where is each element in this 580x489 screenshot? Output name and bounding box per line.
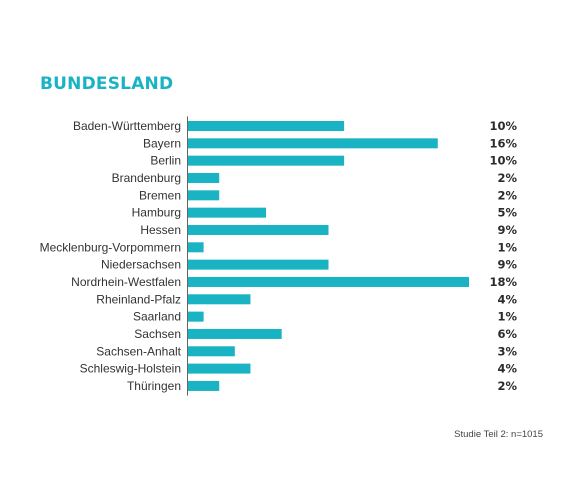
category-label: Hessen xyxy=(140,223,181,237)
bar xyxy=(188,276,469,287)
bar xyxy=(188,190,220,201)
bar xyxy=(188,380,220,391)
bar xyxy=(188,172,220,183)
value-label: 1% xyxy=(497,310,517,324)
category-label: Bremen xyxy=(139,188,181,202)
category-label: Sachsen xyxy=(134,327,181,341)
value-label: 4% xyxy=(497,292,517,306)
category-label: Rheinland-Pfalz xyxy=(96,292,181,306)
value-label: 10% xyxy=(489,119,517,133)
category-label: Baden-Württemberg xyxy=(73,119,181,133)
bar xyxy=(188,328,282,339)
value-label: 18% xyxy=(489,275,517,289)
category-label: Berlin xyxy=(150,154,181,168)
bar xyxy=(188,155,345,166)
category-label: Nordrhein-Westfalen xyxy=(71,275,181,289)
footnote: Studie Teil 2: n=1015 xyxy=(454,429,543,440)
value-label: 6% xyxy=(497,327,517,341)
value-label: 2% xyxy=(497,188,517,202)
value-label: 4% xyxy=(497,362,517,376)
category-label: Thüringen xyxy=(127,379,181,393)
chart-title: BUNDESLAND xyxy=(40,74,174,94)
value-label: 16% xyxy=(489,136,517,150)
bar xyxy=(188,242,204,253)
bar xyxy=(188,259,329,270)
category-label: Sachsen-Anhalt xyxy=(96,344,181,358)
category-label: Niedersachsen xyxy=(101,258,181,272)
category-label: Schleswig-Holstein xyxy=(80,362,181,376)
category-label: Mecklenburg-Vorpommern xyxy=(40,240,181,254)
value-label: 9% xyxy=(497,223,517,237)
value-label: 2% xyxy=(497,171,517,185)
bar xyxy=(188,294,251,305)
value-label: 9% xyxy=(497,258,517,272)
bar xyxy=(188,224,329,235)
value-label: 1% xyxy=(497,240,517,254)
value-label: 10% xyxy=(489,154,517,168)
bars xyxy=(188,121,469,391)
bar xyxy=(188,121,345,131)
bar xyxy=(188,346,235,357)
category-label: Saarland xyxy=(133,310,181,324)
bar xyxy=(188,363,251,374)
category-label: Brandenburg xyxy=(112,171,181,185)
value-label: 5% xyxy=(497,206,517,220)
category-label: Hamburg xyxy=(132,206,181,220)
value-label: 2% xyxy=(497,379,517,393)
category-label: Bayern xyxy=(143,136,181,150)
bar xyxy=(188,207,267,218)
value-label: 3% xyxy=(497,344,517,358)
bar xyxy=(188,138,438,149)
bar xyxy=(188,311,204,322)
value-labels: 10% 16% 10% 2% 2% 5% 9% 1% 9% 18% 4% 1% 6% 3% 4% 2% xyxy=(489,119,517,393)
category-labels: Baden-Württemberg Bayern Berlin Brandenburg… xyxy=(40,119,182,393)
